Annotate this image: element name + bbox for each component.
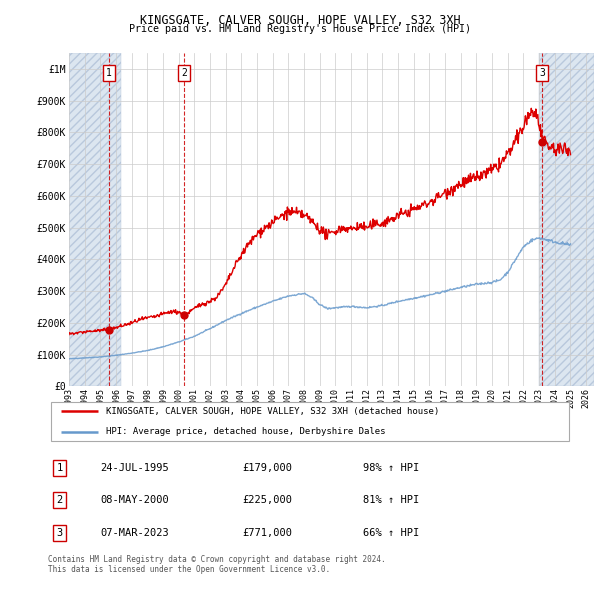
Text: HPI: Average price, detached house, Derbyshire Dales: HPI: Average price, detached house, Derb… xyxy=(106,427,385,436)
Text: £225,000: £225,000 xyxy=(242,495,292,504)
Bar xyxy=(69,53,121,386)
Text: 98% ↑ HPI: 98% ↑ HPI xyxy=(363,463,419,473)
Text: 1: 1 xyxy=(106,68,112,78)
Text: 2: 2 xyxy=(181,68,187,78)
Text: 24-JUL-1995: 24-JUL-1995 xyxy=(101,463,169,473)
Text: Price paid vs. HM Land Registry's House Price Index (HPI): Price paid vs. HM Land Registry's House … xyxy=(129,25,471,34)
Text: £771,000: £771,000 xyxy=(242,528,292,538)
Text: 66% ↑ HPI: 66% ↑ HPI xyxy=(363,528,419,538)
Text: 2: 2 xyxy=(56,495,62,504)
Text: KINGSGATE, CALVER SOUGH, HOPE VALLEY, S32 3XH: KINGSGATE, CALVER SOUGH, HOPE VALLEY, S3… xyxy=(140,14,460,27)
Text: 1: 1 xyxy=(56,463,62,473)
Text: 08-MAY-2000: 08-MAY-2000 xyxy=(101,495,169,504)
Text: This data is licensed under the Open Government Licence v3.0.: This data is licensed under the Open Gov… xyxy=(48,565,330,575)
Bar xyxy=(539,53,594,386)
Text: Contains HM Land Registry data © Crown copyright and database right 2024.: Contains HM Land Registry data © Crown c… xyxy=(48,555,386,564)
Bar xyxy=(539,53,594,386)
Text: 81% ↑ HPI: 81% ↑ HPI xyxy=(363,495,419,504)
Bar xyxy=(69,53,121,386)
Text: 3: 3 xyxy=(539,68,545,78)
Text: KINGSGATE, CALVER SOUGH, HOPE VALLEY, S32 3XH (detached house): KINGSGATE, CALVER SOUGH, HOPE VALLEY, S3… xyxy=(106,407,439,416)
FancyBboxPatch shape xyxy=(50,402,569,441)
Text: 3: 3 xyxy=(56,528,62,538)
Text: £179,000: £179,000 xyxy=(242,463,292,473)
Text: 07-MAR-2023: 07-MAR-2023 xyxy=(101,528,169,538)
